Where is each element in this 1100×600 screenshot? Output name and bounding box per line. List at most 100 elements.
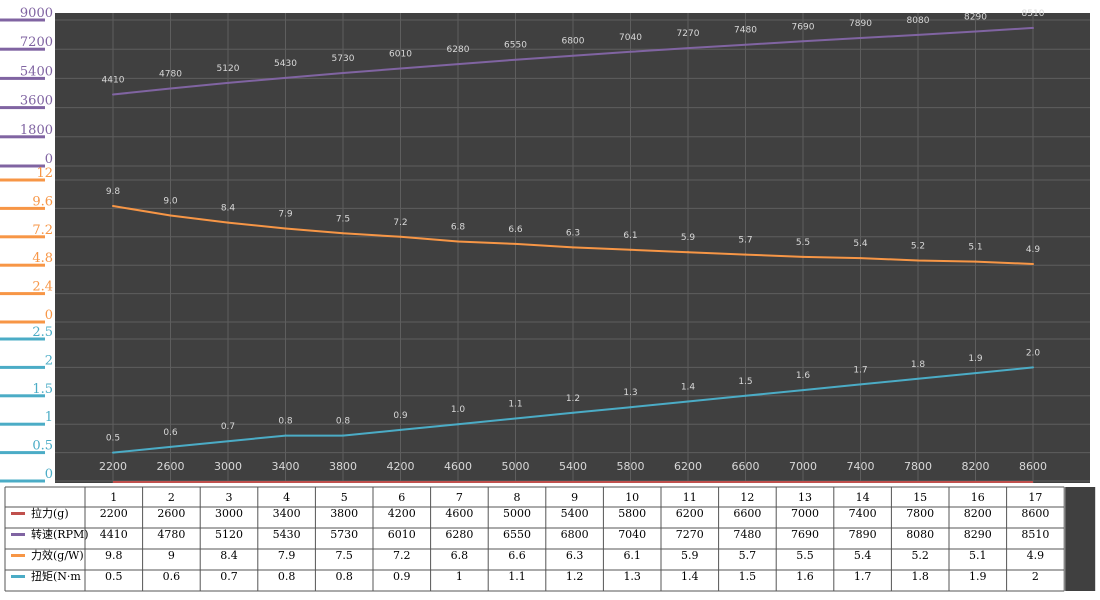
data-point <box>744 394 747 397</box>
data-point <box>917 33 919 36</box>
axis-tick-label: 4.8 <box>32 251 53 266</box>
data-label: 1.1 <box>508 400 522 410</box>
table-dark-block <box>1065 487 1096 591</box>
data-label: 7.9 <box>278 210 293 220</box>
data-label: 1.9 <box>968 354 983 364</box>
table-cell: 4410 <box>100 528 128 541</box>
table-cell: 5.4 <box>854 549 872 562</box>
axis-tick-label: 3600 <box>20 94 53 109</box>
data-point <box>284 227 287 230</box>
table-cell: 8.4 <box>220 549 238 562</box>
data-label: 1.5 <box>738 377 752 387</box>
x-tick-label: 8600 <box>1019 460 1047 473</box>
axis-tick-label: 2 <box>45 353 53 368</box>
x-tick-label: 2200 <box>99 460 127 473</box>
table-header-cell: 1 <box>110 491 117 504</box>
data-label: 8080 <box>907 16 930 26</box>
data-point <box>227 81 229 84</box>
table-header-cell: 7 <box>456 491 463 504</box>
data-label: 0.9 <box>393 411 408 421</box>
table-cell: 0.9 <box>393 570 411 583</box>
data-label: 2.0 <box>1026 348 1041 358</box>
table-cell: 6010 <box>388 528 416 541</box>
table-cell: 1.1 <box>508 570 526 583</box>
legend-key <box>11 575 25 578</box>
table-cell: 1.4 <box>681 570 699 583</box>
data-label: 0.5 <box>106 434 120 444</box>
data-point <box>629 406 632 409</box>
data-point <box>457 63 459 66</box>
data-label: 1.8 <box>911 360 926 370</box>
data-label: 1.6 <box>796 371 811 381</box>
table-cell: 0.8 <box>278 570 296 583</box>
table-cell: 1.2 <box>566 570 584 583</box>
table-cell: 0.7 <box>220 570 238 583</box>
axis-tick-marker <box>0 422 45 426</box>
data-point <box>514 242 517 245</box>
table-header-cell: 8 <box>514 491 521 504</box>
table-header-cell: 9 <box>571 491 578 504</box>
table-header-cell: 5 <box>341 491 348 504</box>
axis-tick-label: 1 <box>45 410 53 425</box>
data-label: 6010 <box>389 50 412 60</box>
table-header-cell: 17 <box>1028 491 1042 504</box>
data-label: 6.6 <box>508 225 523 235</box>
data-point <box>399 67 402 70</box>
table-cell: 5.7 <box>739 549 757 562</box>
data-point <box>629 50 632 53</box>
axis-tick-label: 0 <box>45 152 53 167</box>
data-point <box>687 400 689 403</box>
axis-tick-marker <box>0 135 45 139</box>
table-cell: 5730 <box>330 528 358 541</box>
axis-tick-label: 5400 <box>20 64 53 79</box>
data-point <box>744 253 747 256</box>
x-tick-label: 6200 <box>674 460 702 473</box>
data-label: 5120 <box>217 64 240 74</box>
table-cell: 2200 <box>100 507 128 520</box>
table-cell: 6.3 <box>566 549 584 562</box>
data-label: 4780 <box>159 69 182 79</box>
table-cell: 9 <box>168 549 175 562</box>
table-cell: 5400 <box>561 507 589 520</box>
table-header-cell: 12 <box>740 491 754 504</box>
data-label: 7270 <box>677 29 700 39</box>
data-point <box>284 434 287 437</box>
x-tick-label: 5800 <box>617 460 645 473</box>
table-cell: 5.1 <box>969 549 987 562</box>
data-label: 7690 <box>792 22 815 32</box>
data-label: 0.8 <box>336 417 351 427</box>
axis-tick-label: 2.5 <box>32 325 53 340</box>
x-tick-label: 4600 <box>444 460 472 473</box>
data-point <box>974 30 977 33</box>
data-point <box>1032 263 1034 266</box>
axis-tick-label: 0.5 <box>32 439 53 454</box>
data-point <box>859 257 862 260</box>
data-point <box>284 76 287 79</box>
data-point <box>457 423 459 426</box>
table-cell: 5800 <box>618 507 646 520</box>
table-cell: 1.9 <box>969 570 987 583</box>
axis-tick-label: 1.5 <box>32 382 53 397</box>
data-label: 4410 <box>102 75 125 85</box>
data-point <box>169 445 172 448</box>
table-cell: 6200 <box>676 507 704 520</box>
axis-tick-marker <box>0 47 45 51</box>
data-label: 1.3 <box>623 388 637 398</box>
data-point <box>974 372 977 375</box>
data-point <box>802 40 804 43</box>
data-point <box>227 221 229 224</box>
table-cell: 6800 <box>561 528 589 541</box>
data-label: 7040 <box>619 33 642 43</box>
data-point <box>629 248 632 251</box>
table-cell: 4780 <box>157 528 185 541</box>
table-header-cell: 3 <box>226 491 233 504</box>
data-label: 6.8 <box>451 223 466 233</box>
table-header-cell: 15 <box>913 491 927 504</box>
axis-tick-marker <box>0 106 45 110</box>
table-header-cell: 13 <box>798 491 812 504</box>
x-tick-label: 8200 <box>962 460 990 473</box>
axis-tick-marker <box>0 18 45 22</box>
data-label: 5.5 <box>796 238 810 248</box>
